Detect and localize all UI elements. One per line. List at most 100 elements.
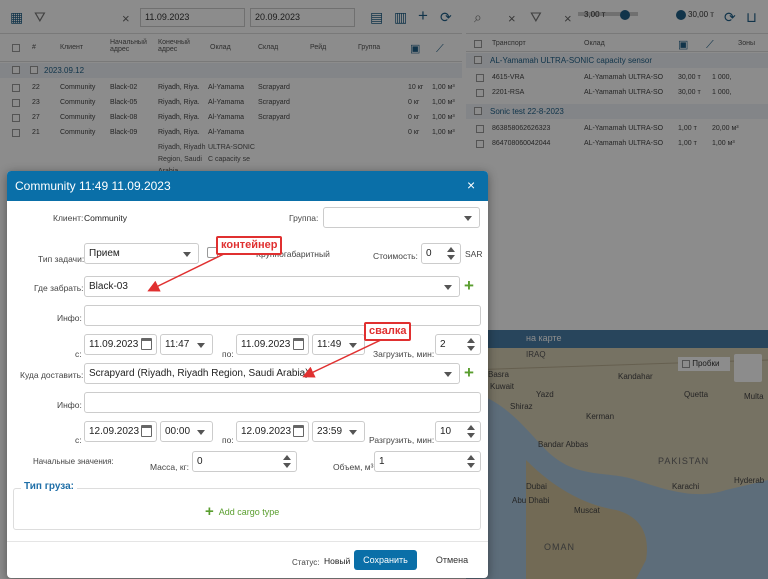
group-checkbox-inner[interactable] bbox=[30, 66, 38, 74]
close-icon[interactable]: × bbox=[467, 177, 476, 193]
calendar-icon[interactable] bbox=[293, 338, 304, 350]
deliver-date-to[interactable]: 12.09.2023 bbox=[236, 421, 309, 442]
select-all-checkbox[interactable] bbox=[12, 44, 20, 52]
load-spinner-icon[interactable] bbox=[467, 338, 475, 351]
extra-okl-1: ULTRA-SONIC bbox=[208, 144, 255, 151]
add-pickup-icon[interactable]: + bbox=[464, 276, 474, 295]
calendar-icon[interactable]: ▤ bbox=[370, 9, 384, 25]
table-row[interactable]: 2201-RSA AL-Yamamah ULTRA-SO 30,00 т 1 000, bbox=[468, 85, 768, 100]
cost-input[interactable]: 0 bbox=[421, 243, 461, 264]
clear-filter-icon[interactable]: × bbox=[122, 11, 130, 26]
col-num[interactable]: # bbox=[32, 44, 36, 51]
deliver-date-from[interactable]: 12.09.2023 bbox=[84, 421, 157, 442]
table-cell: 864708060042044 bbox=[492, 140, 551, 147]
col-reid[interactable]: Рейд bbox=[310, 44, 327, 51]
info-input-2[interactable] bbox=[84, 392, 481, 413]
mass-input[interactable]: 0 bbox=[192, 451, 297, 472]
col-group[interactable]: Группа bbox=[358, 44, 381, 51]
row-checkbox[interactable] bbox=[476, 88, 484, 97]
table-row[interactable]: 863858062626323 AL-Yamamah ULTRA-SO 1,00 т… bbox=[468, 121, 768, 136]
pickup-time-from[interactable]: 11:47 bbox=[160, 334, 213, 355]
volume-slider[interactable] bbox=[578, 12, 638, 16]
right-group-row-2[interactable]: Sonic test 22-8-2023 bbox=[466, 104, 768, 119]
clear-search-icon[interactable]: × bbox=[508, 11, 516, 26]
save-button[interactable]: Сохранить bbox=[354, 550, 417, 570]
col-sklad[interactable]: Склад bbox=[258, 44, 279, 51]
col-okl[interactable]: Оклад bbox=[210, 44, 231, 51]
col-transport[interactable]: Транспорт bbox=[492, 40, 526, 47]
filter-icon[interactable]: ⛛ bbox=[530, 9, 542, 25]
map-label: Dubai bbox=[526, 482, 547, 491]
cart-icon[interactable]: ⊔ bbox=[746, 9, 757, 25]
search-icon[interactable]: ⌕ bbox=[474, 9, 482, 25]
add-deliver-icon[interactable]: + bbox=[464, 363, 474, 382]
add-cargo-button[interactable]: + Add cargo type bbox=[205, 503, 279, 520]
deliver-label: Куда доставить: bbox=[20, 370, 84, 380]
row-checkbox[interactable] bbox=[476, 139, 484, 148]
row-checkbox[interactable] bbox=[12, 98, 20, 107]
layers-button[interactable] bbox=[734, 354, 762, 382]
table-row[interactable]: 22 Community Black-02 Riyadh, Riya. Al-Yamam… bbox=[0, 80, 462, 95]
col-okl-right[interactable]: Оклад bbox=[584, 40, 605, 47]
row-checkbox[interactable] bbox=[476, 124, 484, 133]
pickup-select[interactable]: Black-03 bbox=[84, 276, 460, 297]
pickup-date-to[interactable]: 11.09.2023 bbox=[236, 334, 309, 355]
unload-spinner-icon[interactable] bbox=[467, 425, 475, 438]
table-row[interactable]: 864708060042044 AL-Yamamah ULTRA-SO 1,00 т… bbox=[468, 136, 768, 151]
group-row[interactable]: 2023.09.12 bbox=[0, 63, 462, 78]
unload-minutes-input[interactable]: 10 bbox=[435, 421, 481, 442]
calendar-icon[interactable] bbox=[293, 425, 304, 437]
pickup-date-from[interactable]: 11.09.2023 bbox=[84, 334, 157, 355]
map-area[interactable]: на карте Пробки IRAQ Basra Kuwait Kandah… bbox=[466, 330, 768, 579]
volume-spinner-icon[interactable] bbox=[467, 455, 475, 468]
right-group-checkbox-2[interactable] bbox=[474, 107, 482, 115]
cancel-button[interactable]: Отмена bbox=[423, 550, 481, 570]
group-checkbox[interactable] bbox=[12, 66, 20, 74]
info-input-1[interactable] bbox=[84, 305, 481, 326]
calendar-icon[interactable] bbox=[141, 338, 152, 350]
refresh-icon[interactable]: ⟳ bbox=[724, 9, 736, 25]
calendar-icon[interactable] bbox=[141, 425, 152, 437]
deliver-select[interactable]: Scrapyard (Riyadh, Riyadh Region, Saudi … bbox=[84, 363, 460, 384]
slider-handle-max[interactable] bbox=[676, 10, 686, 20]
table-row[interactable]: 23 Community Black-05 Riyadh, Riya. Al-Yamam… bbox=[0, 95, 462, 110]
pickup-time-to[interactable]: 11:49 bbox=[312, 334, 365, 355]
filter-icon[interactable]: ⛛ bbox=[34, 9, 46, 25]
volume-input[interactable]: 1 bbox=[374, 451, 481, 472]
left-table-header: # Клиент Начальный адрес Конечный адрес … bbox=[0, 36, 462, 62]
table-row[interactable]: 21 Community Black-09 Riyadh, Riya. Al-Yamam… bbox=[0, 125, 462, 140]
row-checkbox[interactable] bbox=[12, 128, 20, 137]
deliver-time-from[interactable]: 00:00 bbox=[160, 421, 213, 442]
client-value: Community bbox=[84, 213, 127, 223]
cost-value: 0 bbox=[426, 248, 432, 259]
table-row[interactable]: 4615-VRA AL-Yamamah ULTRA-SO 30,00 т 1 000, bbox=[468, 70, 768, 85]
cost-spinner-icon[interactable] bbox=[447, 247, 455, 260]
traffic-toggle[interactable]: Пробки bbox=[678, 357, 730, 371]
slider-handle-min[interactable] bbox=[620, 10, 630, 20]
right-select-all-checkbox[interactable] bbox=[474, 40, 482, 48]
right-group-checkbox[interactable] bbox=[474, 56, 482, 64]
deliver-time-to[interactable]: 23:59 bbox=[312, 421, 365, 442]
clear-filter-icon[interactable]: × bbox=[564, 11, 572, 26]
right-group-row-1[interactable]: AL-Yamamah ULTRA-SONIC capacity sensor bbox=[466, 53, 768, 68]
col-zones[interactable]: Зоны bbox=[738, 40, 756, 47]
task-type-select[interactable]: Прием bbox=[84, 243, 199, 264]
date-from-input[interactable]: 11.09.2023 bbox=[140, 8, 245, 27]
row-checkbox[interactable] bbox=[12, 83, 20, 92]
mass-spinner-icon[interactable] bbox=[283, 455, 291, 468]
row-checkbox[interactable] bbox=[12, 113, 20, 122]
calendar-check-icon[interactable]: ▥ bbox=[394, 9, 408, 25]
load-minutes-input[interactable]: 2 bbox=[435, 334, 481, 355]
add-icon[interactable]: + bbox=[418, 6, 428, 25]
refresh-icon[interactable]: ⟳ bbox=[440, 9, 452, 25]
col-client[interactable]: Клиент bbox=[60, 44, 84, 51]
group-select[interactable] bbox=[323, 207, 480, 228]
map-header[interactable]: на карте bbox=[466, 330, 768, 348]
col-start-address[interactable]: Начальный адрес bbox=[110, 39, 147, 53]
col-end-address[interactable]: Конечный адрес bbox=[158, 39, 190, 53]
table-row[interactable]: 27 Community Black-08 Riyadh, Riya. Al-Yamam… bbox=[0, 110, 462, 125]
date-to-input[interactable]: 20.09.2023 bbox=[250, 8, 355, 27]
row-checkbox[interactable] bbox=[476, 73, 484, 82]
table-view-icon[interactable]: ▦ bbox=[10, 9, 24, 25]
traffic-checkbox[interactable] bbox=[682, 359, 690, 368]
